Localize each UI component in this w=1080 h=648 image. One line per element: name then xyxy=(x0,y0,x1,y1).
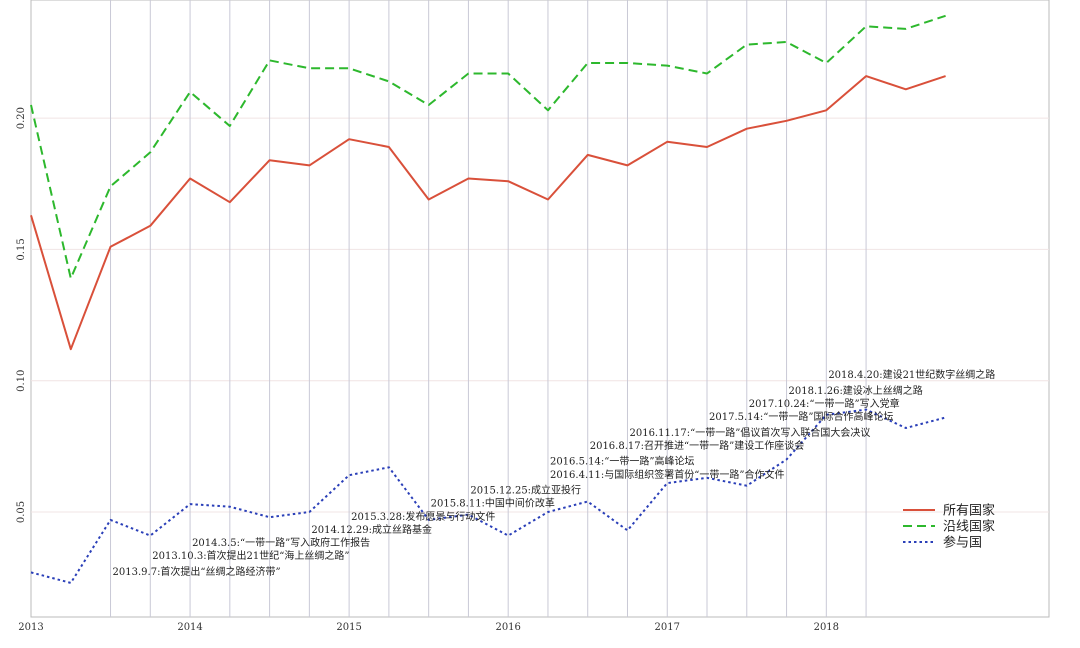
y-tick-label: 0.05 xyxy=(16,501,27,523)
event-annotation: 2013.9.7:首次提出“丝绸之路经济带” xyxy=(113,565,281,578)
event-vertical-lines xyxy=(110,0,867,617)
event-annotation: 2014.3.5:“一带一路”写入政府工作报告 xyxy=(192,536,370,549)
event-annotations: 2013.9.7:首次提出“丝绸之路经济带” 2013.10.3:首次提出21世纪… xyxy=(113,368,996,578)
x-tick-label: 2017 xyxy=(655,622,680,633)
event-annotation: 2016.5.14:“一带一路”高峰论坛 xyxy=(550,455,695,468)
legend-label: 沿线国家 xyxy=(943,519,995,535)
event-annotation: 2016.11.17:“一带一路”倡议首次写入联合国大会决议 xyxy=(629,426,870,439)
event-annotation: 2017.5.14:“一带一路”国际合作高峰论坛 xyxy=(709,410,894,423)
event-annotation: 2017.10.24:“一带一路”写入党章 xyxy=(749,397,900,410)
event-annotation: 2016.8.17:召开推进“一带一路”建设工作座谈会 xyxy=(590,439,805,452)
legend-label: 参与国 xyxy=(943,535,982,551)
x-tick-label: 2016 xyxy=(495,622,520,633)
event-annotation: 2015.8.11:中国中间价改革 xyxy=(431,497,555,510)
event-annotation: 2015.3.28:发布愿景与行动文件 xyxy=(351,510,495,523)
x-tick-label: 2014 xyxy=(177,622,202,633)
plot-area xyxy=(30,0,1050,618)
event-annotation: 2016.4.11:与国际组织签署首份“一带一路”合作文件 xyxy=(550,468,785,481)
y-tick-label: 0.15 xyxy=(16,238,27,260)
event-annotation: 2014.12.29:成立丝路基金 xyxy=(311,523,432,536)
event-annotation: 2018.1.26:建设冰上丝绸之路 xyxy=(789,384,923,397)
event-annotation: 2015.12.25:成立亚投行 xyxy=(470,484,581,497)
x-tick-label: 2013 xyxy=(18,622,43,633)
series-lines xyxy=(30,14,946,584)
x-tick-label: 2018 xyxy=(814,622,839,633)
y-tick-label: 0.20 xyxy=(16,107,27,129)
y-tick-label: 0.10 xyxy=(16,370,27,392)
x-tick-label: 2015 xyxy=(336,622,361,633)
legend-label: 所有国家 xyxy=(943,503,995,519)
event-annotation: 2013.10.3:首次提出21世纪“海上丝绸之路” xyxy=(152,549,349,562)
y-axis-ticks: 0.05 0.10 0.15 0.20 xyxy=(16,107,27,523)
series-line-2 xyxy=(30,14,946,280)
horizontal-gridlines xyxy=(31,117,1049,513)
x-axis-ticks: 2013 2014 2015 2016 2017 2018 xyxy=(18,622,839,633)
event-annotation: 2018.4.20:建设21世纪数字丝绸之路 xyxy=(828,368,995,381)
series-line-1 xyxy=(30,75,946,351)
